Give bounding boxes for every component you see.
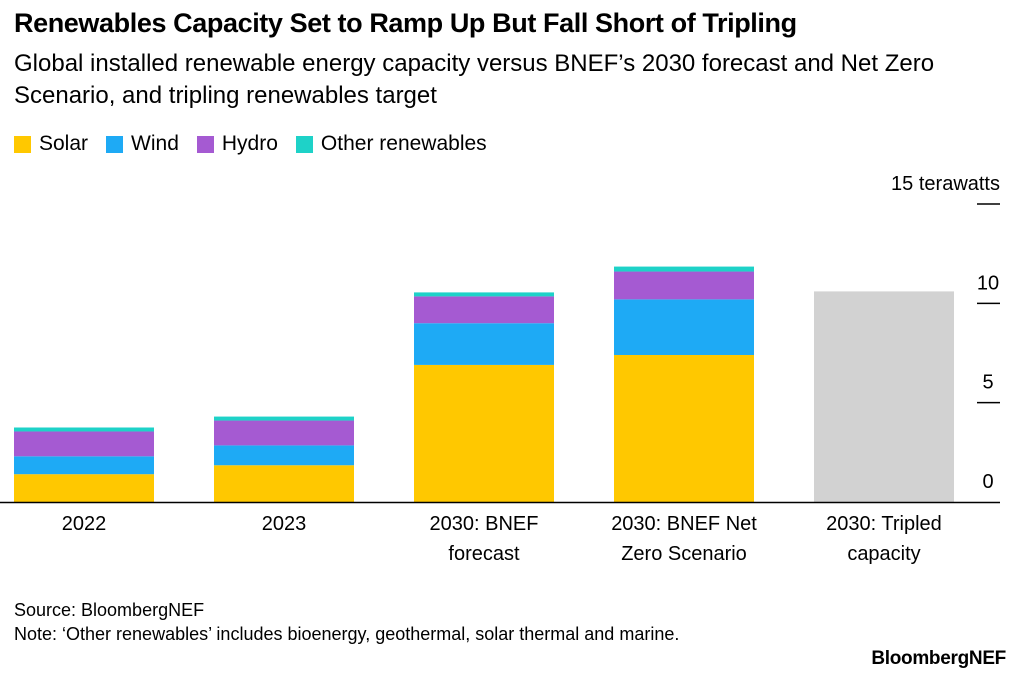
x-tick-label-2-1: forecast xyxy=(448,543,520,565)
legend-swatch-solar xyxy=(14,135,31,153)
bar-solar-0 xyxy=(14,474,154,502)
legend-label-other: Other renewables xyxy=(320,132,487,155)
chart-subtitle: Global installed renewable energy capaci… xyxy=(14,50,935,109)
bar-solar-2 xyxy=(414,364,554,502)
bar-solar-3 xyxy=(614,354,754,502)
y-tick-label-15: 15 terawatts xyxy=(891,173,1000,195)
legend-label-hydro: Hydro xyxy=(221,132,278,155)
x-tick-label-4-0: 2030: Tripled xyxy=(826,513,942,535)
legend-swatch-wind xyxy=(106,135,124,153)
x-tick-label-3-0: 2030: BNEF Net xyxy=(611,513,757,535)
legend-item-hydro: Hydro xyxy=(196,132,278,156)
source-note: Source: BloombergNEF xyxy=(14,600,205,620)
bar-other-renewables-2 xyxy=(414,292,554,297)
y-tick-label-0: 0 xyxy=(982,471,993,493)
legend-label-wind: Wind xyxy=(131,132,179,155)
bar-wind-3 xyxy=(614,299,754,355)
bar-other-renewables-1 xyxy=(214,416,354,421)
bar-hydro-3 xyxy=(614,271,754,300)
x-tick-label-1-0: 2023 xyxy=(262,513,307,535)
legend-item-solar: Solar xyxy=(14,132,88,156)
x-tick-label-4-1: capacity xyxy=(847,543,920,565)
footer: Source: BloombergNEF Note: ‘Other renewa… xyxy=(14,598,774,646)
footnote: Note: ‘Other renewables’ includes bioene… xyxy=(14,624,680,644)
y-tick-label-5: 5 xyxy=(982,372,993,394)
legend-label-solar: Solar xyxy=(39,132,89,155)
bar-other-renewables-3 xyxy=(614,266,754,272)
x-tick-label-2-0: 2030: BNEF xyxy=(430,513,539,535)
bar-wind-2 xyxy=(414,323,554,365)
legend: Solar Wind Hydro Other renewables xyxy=(14,132,505,156)
y-tick-label-10: 10 xyxy=(977,272,999,294)
bar-wind-0 xyxy=(14,456,154,475)
brand-logo: BloombergNEF xyxy=(871,648,1006,669)
bar-hydro-2 xyxy=(414,296,554,324)
bar-hydro-1 xyxy=(214,420,354,446)
legend-item-other: Other renewables xyxy=(295,132,487,156)
bar-solar-1 xyxy=(214,465,354,502)
legend-item-wind: Wind xyxy=(106,132,179,156)
chart-title: Renewables Capacity Set to Ramp Up But F… xyxy=(14,8,797,38)
bar-other-renewables-0 xyxy=(14,427,154,432)
x-tick-label-0-0: 2022 xyxy=(62,513,107,535)
legend-swatch-hydro xyxy=(196,135,214,153)
bar-wind-1 xyxy=(214,445,354,466)
x-tick-label-3-1: Zero Scenario xyxy=(621,543,747,565)
bar-hydro-0 xyxy=(14,431,154,457)
legend-swatch-other xyxy=(295,135,313,153)
bar-tripled-capacity xyxy=(814,291,954,502)
